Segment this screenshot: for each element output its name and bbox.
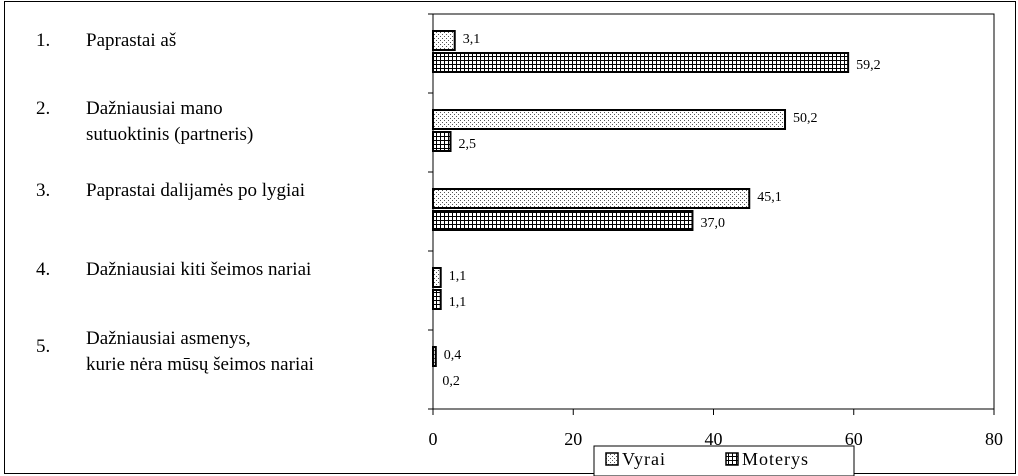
- data-label: 37,0: [700, 216, 725, 231]
- bar-moterys-2: [432, 131, 452, 152]
- bar-moterys-1: [432, 52, 850, 73]
- chart-frame: [4, 1, 1016, 474]
- legend-label: Vyrai: [622, 449, 666, 469]
- data-label: 45,1: [757, 190, 782, 205]
- category-number-3: 3.: [36, 180, 51, 201]
- legend-box: [593, 445, 855, 476]
- x-tick-label: 20: [564, 429, 582, 449]
- data-label: 1,1: [449, 269, 467, 284]
- legend-label: Moterys: [742, 449, 809, 469]
- legend: Vyrai Moterys: [593, 445, 855, 476]
- category-number-4: 4.: [36, 259, 51, 280]
- data-label: 1,1: [449, 295, 467, 310]
- x-tick-label: 80: [985, 429, 1003, 449]
- category-number-5: 5.: [36, 336, 51, 357]
- data-label: 3,1: [463, 32, 481, 47]
- category-label-5: Dažniausiai asmenys, kurie nėra mūsų šei…: [86, 328, 314, 375]
- category-number-2: 2.: [36, 98, 51, 119]
- data-label: 50,2: [793, 111, 818, 126]
- category-label-3: Paprastai dalijamės po lygiai: [86, 180, 305, 201]
- x-tick-label: 40: [705, 429, 723, 449]
- data-label: 0,2: [442, 374, 460, 389]
- category-label-1: Paprastai aš: [86, 30, 177, 51]
- bar-vyrai-1: [432, 30, 456, 51]
- category-label-2: Dažniausiai mano sutuoktinis (partneris): [86, 98, 254, 145]
- data-label: 2,5: [459, 137, 477, 152]
- x-tick-label: 60: [845, 429, 863, 449]
- category-number-1: 1.: [36, 30, 51, 51]
- legend-swatch-vyrai: [605, 452, 619, 466]
- bar-vyrai-4: [432, 267, 442, 288]
- bar-moterys-3: [432, 210, 694, 231]
- bar-moterys-4: [432, 289, 442, 310]
- bar-vyrai-3: [432, 188, 751, 209]
- category-label-4: Dažniausiai kiti šeimos nariai: [86, 259, 312, 280]
- bar-vyrai-2: [432, 109, 787, 130]
- data-label: 59,2: [856, 58, 881, 73]
- x-tick-label: 0: [429, 429, 438, 449]
- data-label: 0,4: [444, 348, 462, 363]
- bar-vyrai-5: [432, 346, 437, 367]
- legend-swatch-moterys: [725, 452, 739, 466]
